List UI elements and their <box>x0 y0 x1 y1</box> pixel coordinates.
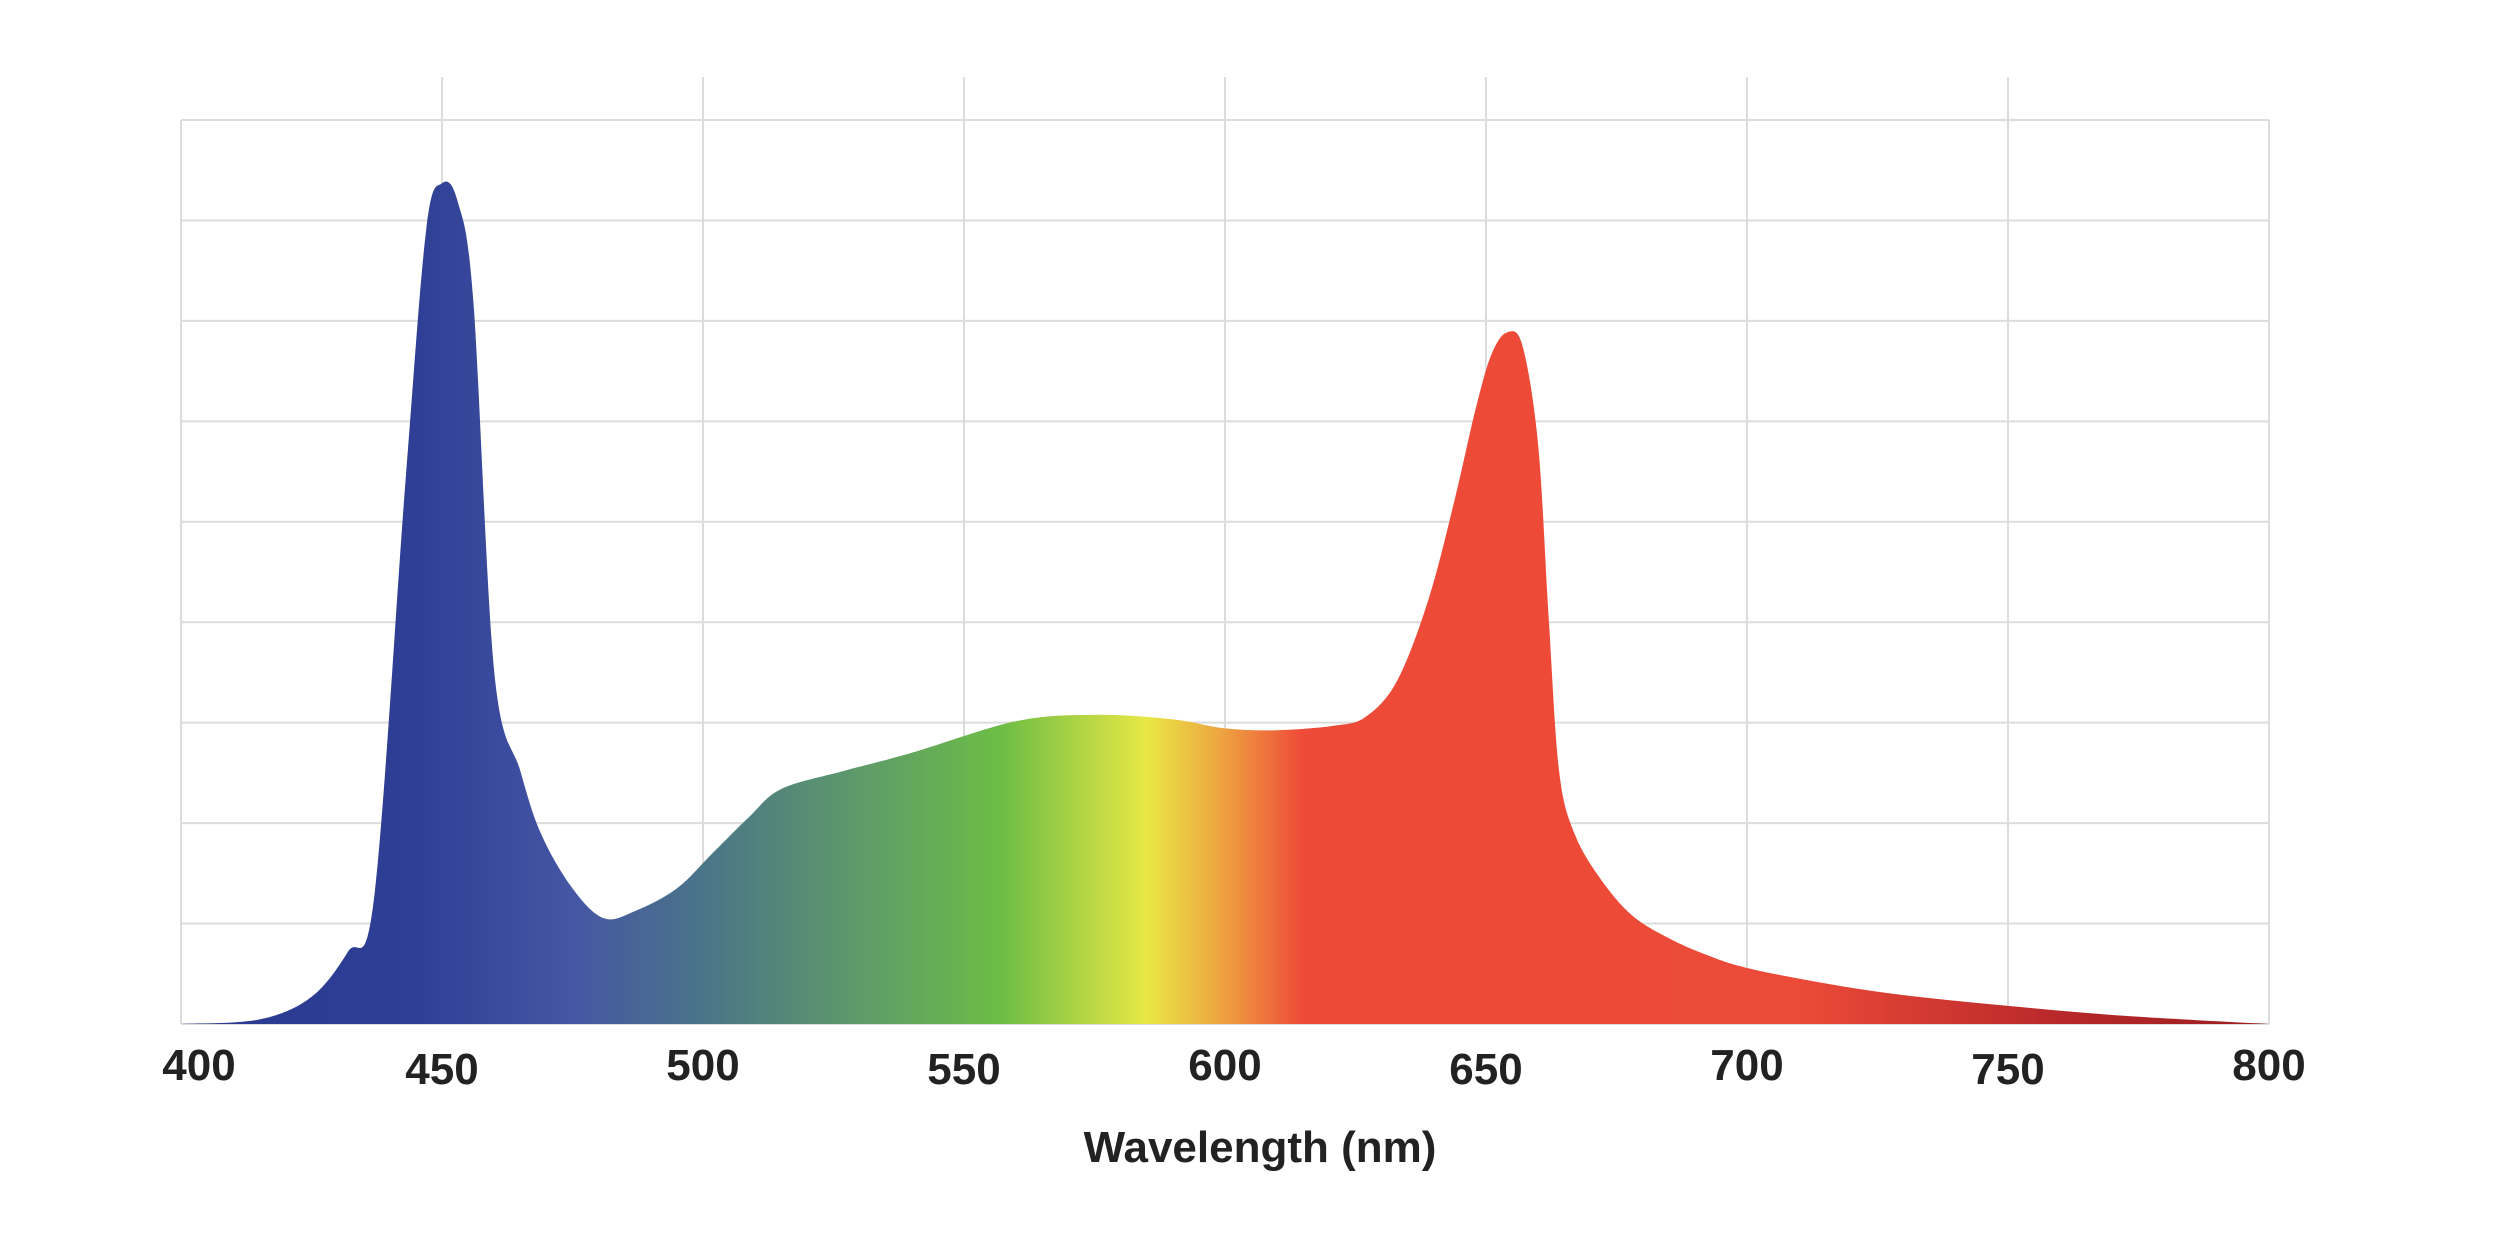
x-tick-label: 550 <box>927 1045 1000 1094</box>
x-axis-label: Wavelength (nm) <box>1084 1123 1437 1172</box>
x-tick-label: 400 <box>162 1041 235 1090</box>
x-tick-label: 450 <box>405 1045 478 1094</box>
x-tick-label: 650 <box>1449 1045 1522 1094</box>
x-tick-label: 800 <box>2232 1041 2305 1090</box>
spectrum-area <box>181 181 2269 1024</box>
x-tick-label: 700 <box>1710 1041 1783 1090</box>
x-tick-label: 750 <box>1971 1045 2044 1094</box>
x-axis-ticks: 400 450 500 550 600 650 700 750 800 <box>162 1041 2305 1094</box>
x-tick-label: 500 <box>666 1041 739 1090</box>
x-tick-label: 600 <box>1188 1041 1261 1090</box>
